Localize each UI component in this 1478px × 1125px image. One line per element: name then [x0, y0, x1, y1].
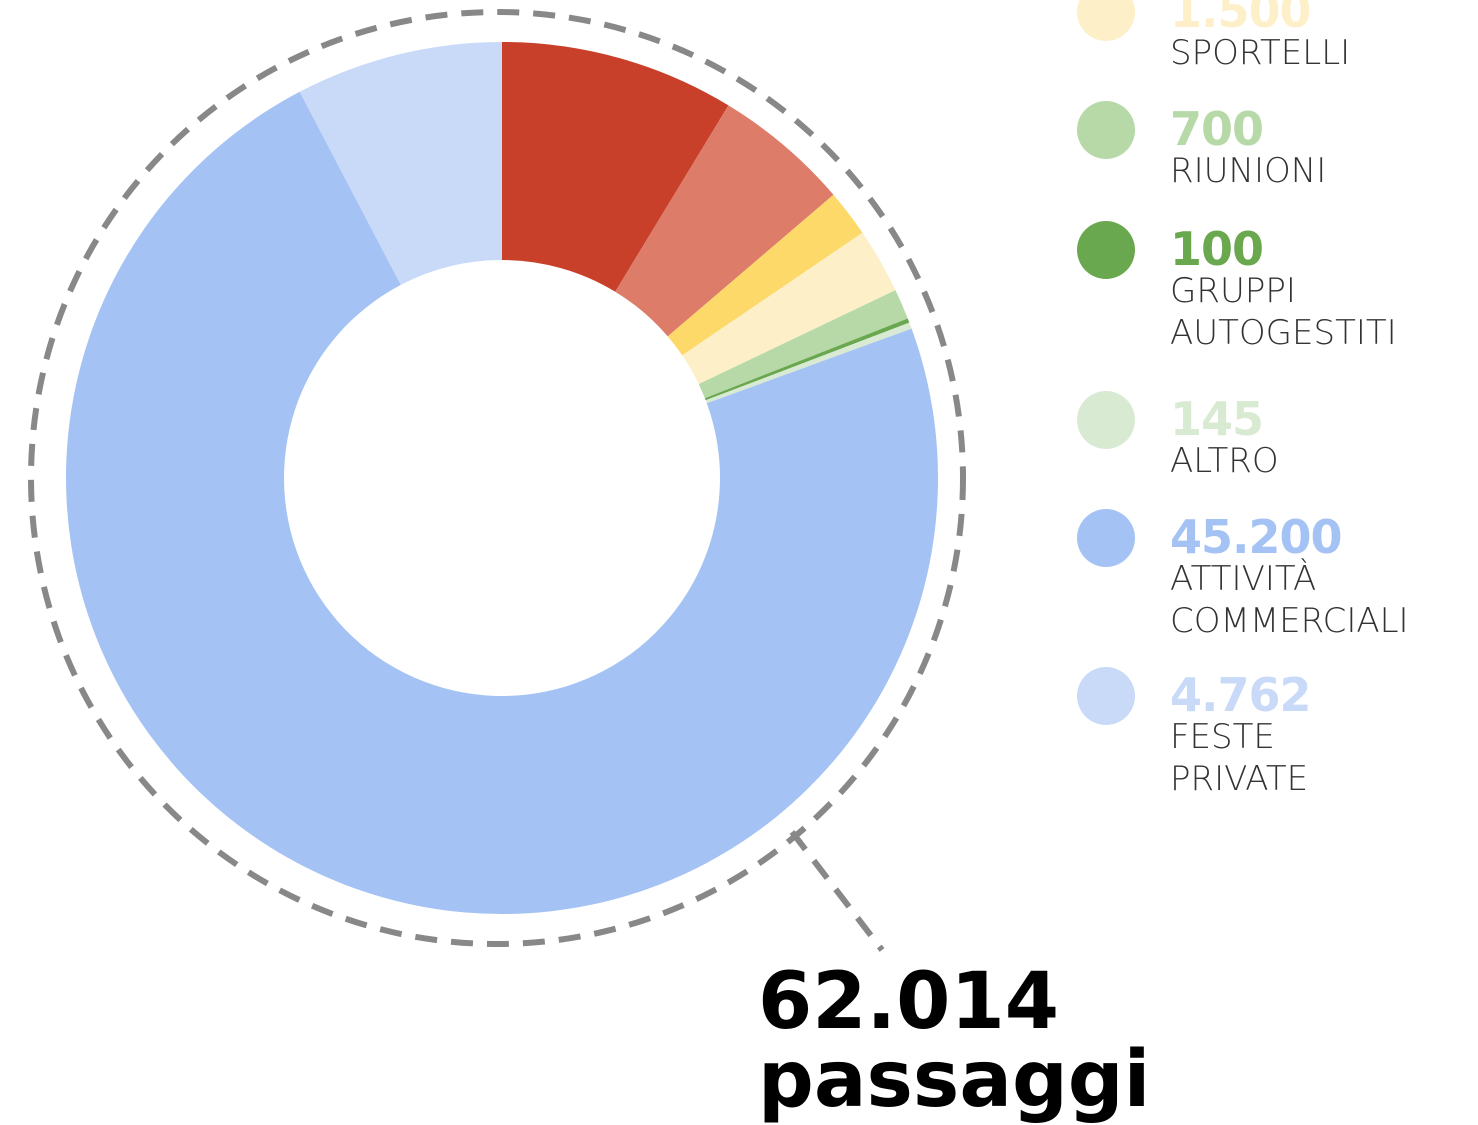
legend-value: 145	[1170, 392, 1264, 446]
slice	[615, 105, 834, 337]
legend-value: 45.200	[1170, 510, 1343, 564]
legend-swatch	[1077, 0, 1135, 41]
slice	[705, 322, 912, 404]
legend-label: ATTIVITÀ COMMERCIALI	[1170, 559, 1409, 641]
dashed-ring	[28, 9, 966, 947]
legend-value: 4.762	[1170, 668, 1312, 722]
pointer-line	[789, 830, 885, 952]
legend-swatch	[1077, 221, 1135, 279]
legend-value: 700	[1170, 102, 1264, 156]
slice	[698, 290, 908, 399]
legend-swatch	[1077, 509, 1135, 567]
slice	[65, 91, 938, 915]
legend-label: RIUNIONI	[1170, 151, 1327, 191]
slice	[502, 42, 729, 292]
legend-label: SPORTELLI	[1170, 33, 1351, 73]
legend-label: FESTE PRIVATE	[1170, 717, 1309, 799]
slice	[667, 194, 863, 356]
total-unit: passaggi	[758, 1035, 1151, 1125]
legend-label: ALTRO	[1170, 441, 1279, 481]
legend-value: 100	[1170, 222, 1264, 276]
slice	[299, 42, 502, 285]
legend-label: GRUPPI AUTOGESTITI	[1170, 271, 1397, 353]
total-value: 62.014	[758, 957, 1059, 1047]
slice	[682, 232, 896, 385]
legend-value: 1.500	[1170, 0, 1312, 38]
legend-swatch	[1077, 391, 1135, 449]
legend-swatch	[1077, 667, 1135, 725]
slice	[704, 318, 910, 401]
legend-swatch	[1077, 101, 1135, 159]
